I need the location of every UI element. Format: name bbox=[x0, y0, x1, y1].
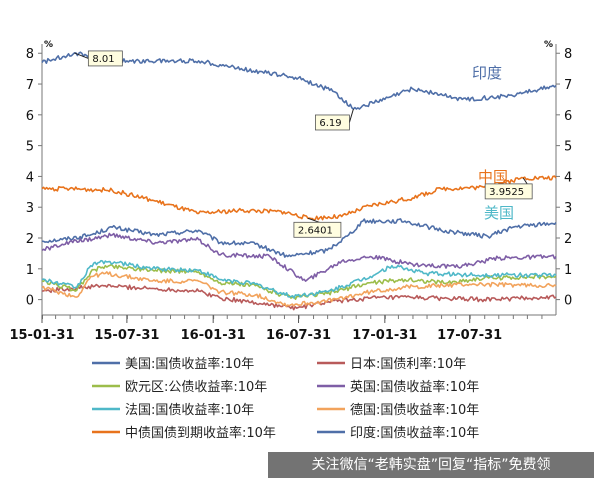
series-line bbox=[41, 175, 557, 221]
y-tick-label-left: 6 bbox=[26, 109, 34, 124]
legend-item-label: 法国:国债收益率:10年 bbox=[125, 402, 254, 418]
legend-item-label: 欧元区:公债收益率:10年 bbox=[125, 379, 267, 395]
legend-item-label: 英国:国债收益率:10年 bbox=[350, 379, 479, 395]
right-unit-label: % bbox=[544, 40, 553, 50]
annotation-box bbox=[315, 114, 350, 131]
x-tick-label: 15-07-31 bbox=[94, 328, 159, 343]
y-tick-label-left: 5 bbox=[26, 140, 34, 155]
y-tick-label-left: 1 bbox=[26, 263, 34, 278]
y-tick-label-left: 8 bbox=[26, 47, 34, 62]
annotation-label: 2.6401 bbox=[298, 225, 333, 236]
left-unit-label: % bbox=[44, 40, 53, 50]
y-tick-label-right: 5 bbox=[564, 140, 572, 155]
legend-item-label: 印度:国债收益率:10年 bbox=[350, 425, 479, 441]
legend-item-label: 中债国债到期收益率:10年 bbox=[125, 425, 276, 441]
inline-label-india: 印度 bbox=[472, 64, 502, 82]
series-line bbox=[41, 218, 557, 258]
x-ticks: 15-01-31 15-07-31 16-01-31 16-07-31 17-01-31… bbox=[9, 315, 543, 343]
series-line bbox=[41, 51, 557, 110]
x-tick-label: 17-07-31 bbox=[437, 328, 502, 343]
series-line bbox=[41, 232, 557, 282]
y-tick-label-left: 0 bbox=[26, 294, 34, 309]
x-tick-label: 17-01-31 bbox=[352, 328, 417, 343]
annotation-box bbox=[87, 50, 123, 67]
y-tick-label-right: 7 bbox=[564, 78, 572, 93]
x-tick-label: 16-07-31 bbox=[266, 328, 331, 343]
inline-label-us: 美国 bbox=[484, 204, 514, 222]
x-tick-label: 15-01-31 bbox=[9, 328, 74, 343]
inline-labels: 印度 中国 美国 bbox=[472, 64, 514, 222]
legend-item-label: 美国:国债收益率:10年 bbox=[125, 356, 254, 372]
annotation-box bbox=[293, 221, 342, 238]
y-tick-label-right: 6 bbox=[564, 109, 572, 124]
series-line bbox=[41, 271, 557, 308]
x-tick-label: 16-01-31 bbox=[181, 328, 246, 343]
annotation-label: 3.9525 bbox=[489, 187, 524, 198]
legend-item-label: 日本:国债利率:10年 bbox=[350, 356, 466, 372]
series-line bbox=[41, 283, 557, 311]
annotation-pointer bbox=[348, 108, 354, 123]
y-tick-label-right: 4 bbox=[564, 170, 572, 185]
annotation-label: 6.19 bbox=[319, 118, 341, 129]
y-tick-label-right: 2 bbox=[564, 232, 572, 247]
annotation-label: 8.01 bbox=[92, 54, 114, 65]
y-tick-label-right: 0 bbox=[564, 294, 572, 309]
y-tick-label-right: 8 bbox=[564, 47, 572, 62]
y-tick-label-right: 1 bbox=[564, 263, 572, 278]
y-ticks: 0 0 1 1 2 2 3 3 4 4 5 5 6 6 7 7 8 8 bbox=[26, 47, 573, 308]
series-line bbox=[41, 259, 557, 299]
inline-label-china: 中国 bbox=[478, 168, 508, 186]
legend-item-label: 德国:国债收益率:10年 bbox=[350, 402, 479, 418]
series-line bbox=[41, 263, 557, 301]
annotation-box bbox=[484, 183, 533, 200]
annotation-pointer bbox=[74, 52, 89, 59]
y-tick-label-left: 2 bbox=[26, 232, 34, 247]
y-tick-label-left: 4 bbox=[26, 170, 34, 185]
y-tick-label-left: 3 bbox=[26, 201, 34, 216]
watermark-banner: 关注微信“老韩实盘”回复“指标”免费领 bbox=[268, 452, 594, 478]
series-lines bbox=[41, 51, 557, 311]
y-tick-label-left: 7 bbox=[26, 78, 34, 93]
y-tick-label-right: 3 bbox=[564, 201, 572, 216]
annotations: 8.01 6.19 2.6401 3.9525 bbox=[74, 50, 533, 238]
